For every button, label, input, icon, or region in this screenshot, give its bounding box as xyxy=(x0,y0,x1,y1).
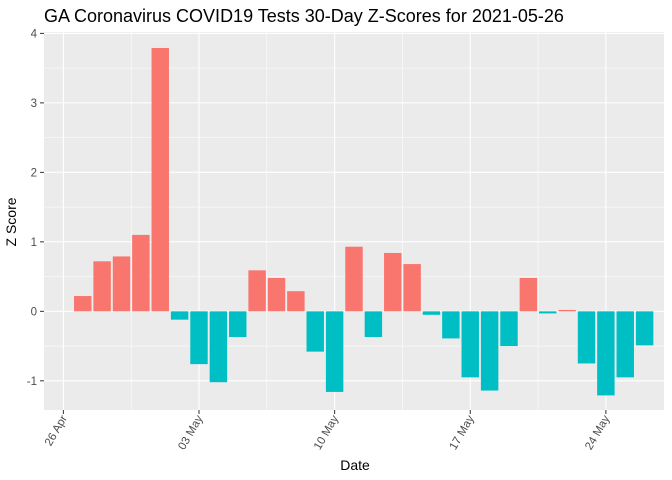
bar-2021-05-13 xyxy=(384,252,402,312)
bar-2021-05-02 xyxy=(170,311,189,320)
y-tick-label: 2 xyxy=(31,167,37,179)
bar-2021-04-30 xyxy=(132,234,150,312)
bar-2021-05-01 xyxy=(151,47,169,312)
bar-2021-05-16 xyxy=(442,311,460,339)
bar-2021-05-23 xyxy=(577,311,596,364)
y-tick-label: 1 xyxy=(31,237,37,249)
bar-2021-05-08 xyxy=(287,291,305,312)
bar-2021-05-15 xyxy=(422,311,441,315)
bar-2021-05-10 xyxy=(325,311,344,392)
bar-2021-05-04 xyxy=(209,311,228,383)
bar-2021-05-18 xyxy=(480,311,499,391)
x-axis: 26 Apr 03 May 10 May 17 May 24 May xyxy=(43,410,613,452)
bar-2021-05-14 xyxy=(403,264,421,312)
bar-2021-05-05 xyxy=(229,311,247,338)
bar-2021-05-17 xyxy=(461,311,479,378)
bar-2021-05-11 xyxy=(345,246,363,312)
y-tick-label: 4 xyxy=(31,28,38,40)
bar-2021-05-24 xyxy=(597,311,615,396)
x-tick-label: 03 May xyxy=(176,413,205,452)
y-axis: -1 0 1 2 3 4 xyxy=(27,28,44,388)
bar-2021-04-28 xyxy=(93,261,111,312)
x-tick-label: 26 Apr xyxy=(43,413,70,448)
bar-2021-04-29 xyxy=(112,256,131,312)
bar-2021-05-22 xyxy=(558,309,576,312)
y-tick-label: 3 xyxy=(31,98,37,110)
bar-2021-05-12 xyxy=(364,311,383,338)
x-tick-label: 24 May xyxy=(583,413,612,452)
x-axis-title: Date xyxy=(340,457,370,473)
bars-group xyxy=(74,47,654,396)
bar-2021-05-03 xyxy=(190,311,208,365)
bar-2021-05-25 xyxy=(616,311,634,378)
x-tick-label: 17 May xyxy=(448,413,477,452)
bar-2021-05-26 xyxy=(635,311,654,346)
bar-2021-05-07 xyxy=(267,277,286,312)
bar-2021-05-19 xyxy=(500,311,518,347)
y-axis-title: Z Score xyxy=(3,197,19,246)
bar-2021-05-20 xyxy=(519,277,538,312)
bar-2021-05-09 xyxy=(306,311,324,352)
y-tick-label: -1 xyxy=(27,376,37,388)
bar-2021-04-27 xyxy=(74,296,92,312)
x-tick-label: 10 May xyxy=(312,413,341,452)
bar-2021-05-06 xyxy=(248,270,266,312)
plot-panel xyxy=(44,32,664,410)
y-tick-label: 0 xyxy=(31,306,37,318)
bar-2021-05-21 xyxy=(539,311,557,314)
chart-title: GA Coronavirus COVID19 Tests 30-Day Z-Sc… xyxy=(44,6,564,26)
